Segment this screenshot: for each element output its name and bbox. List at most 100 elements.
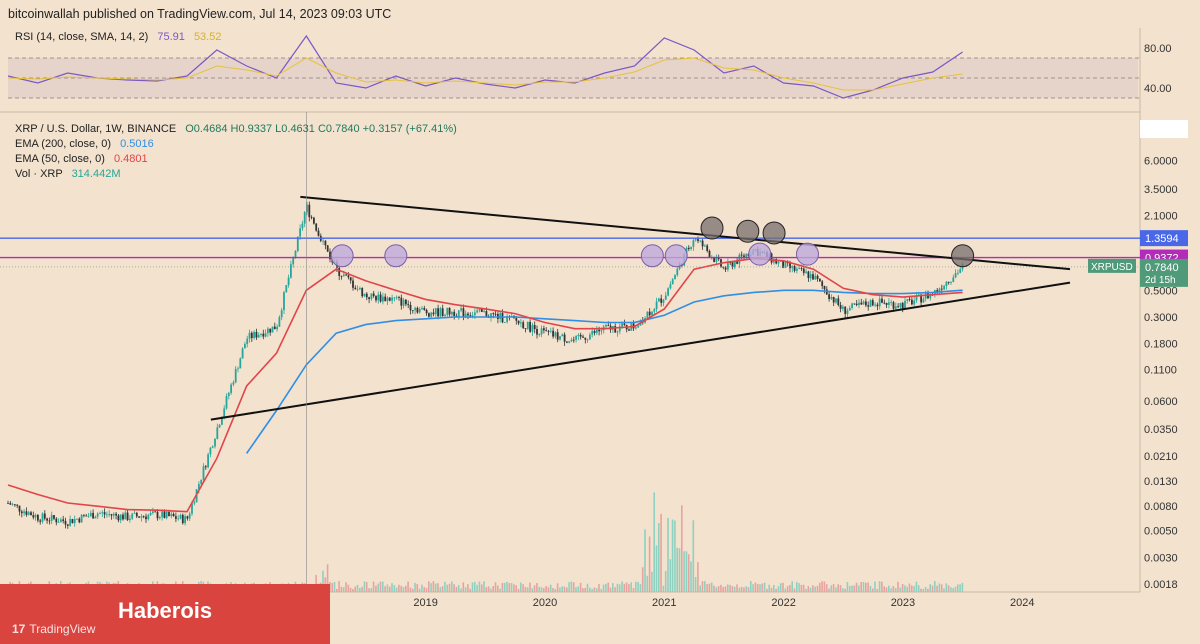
candle-body <box>349 277 352 281</box>
candle-body <box>579 335 582 337</box>
candle-body <box>64 520 67 525</box>
candle-body <box>547 330 550 332</box>
candle-body <box>271 326 274 333</box>
candle-body <box>563 334 566 342</box>
volume-bar <box>469 588 471 592</box>
volume-bar <box>618 584 621 592</box>
candle-body <box>78 518 81 523</box>
volume-bar <box>460 588 462 592</box>
price-tick-label: 0.0018 <box>1144 579 1178 591</box>
candle-body <box>835 298 837 303</box>
volume-bar <box>743 587 745 592</box>
volume-bar <box>533 585 536 592</box>
candle-body <box>460 308 462 311</box>
candle-body <box>239 358 242 369</box>
candle-body <box>471 315 474 317</box>
volume-bar <box>917 585 920 592</box>
price-tick-label: 0.0210 <box>1144 451 1178 463</box>
resistance-price-tag: 1.3594 <box>1145 233 1179 245</box>
candle-body <box>94 516 97 519</box>
candle-body <box>66 524 69 526</box>
volume-bar <box>342 587 345 592</box>
candle-body <box>237 368 239 370</box>
volume-bar <box>860 582 862 592</box>
candle-body <box>740 254 743 256</box>
price-tick-label: 0.0050 <box>1144 526 1178 538</box>
volume-bar <box>851 585 853 592</box>
volume-bar <box>428 581 430 592</box>
volume-bar <box>897 581 899 592</box>
candle-body <box>356 289 359 290</box>
candle-body <box>46 518 48 521</box>
candle-body <box>188 513 191 519</box>
candle-body <box>255 331 258 338</box>
volume-value: 314.442M <box>71 168 121 180</box>
volume-bar <box>775 588 777 592</box>
volume-bar <box>766 588 768 592</box>
candle-body <box>301 223 304 229</box>
volume-bar <box>876 588 879 592</box>
volume-bar <box>637 582 639 592</box>
candle-body <box>699 240 702 242</box>
volume-bar <box>761 583 764 592</box>
candle-body <box>658 298 660 302</box>
volume-bar <box>315 574 317 592</box>
candle-body <box>600 330 603 332</box>
candle-body <box>814 275 817 280</box>
price-tick-label: 2.1000 <box>1144 210 1178 222</box>
volume-bar <box>326 564 329 592</box>
candle-body <box>881 298 883 303</box>
candle-body <box>784 262 787 268</box>
candle-body <box>292 257 295 265</box>
volume-bar <box>492 586 494 592</box>
candle-body <box>414 307 416 311</box>
candle-body <box>322 240 324 242</box>
candle-body <box>41 513 44 522</box>
candle-body <box>478 308 481 311</box>
candle-body <box>524 328 527 330</box>
candle-body <box>175 516 177 519</box>
ema50-value: 0.4801 <box>113 153 148 165</box>
candle-body <box>250 332 253 339</box>
ema50-line <box>7 257 963 513</box>
candle-body <box>119 514 122 521</box>
volume-bar <box>853 585 856 592</box>
candle-body <box>303 212 306 224</box>
volume-bar <box>874 581 876 592</box>
volume-bar <box>878 581 881 592</box>
volume-bar <box>393 584 396 592</box>
volume-bar <box>352 588 354 592</box>
candle-body <box>55 518 58 523</box>
volume-bar <box>614 587 616 592</box>
candle-body <box>929 293 932 299</box>
candle-body <box>379 294 382 302</box>
candle-body <box>30 512 32 516</box>
candle-body <box>743 255 745 257</box>
candle-body <box>556 332 559 340</box>
volume-bar <box>660 513 662 592</box>
candle-body <box>363 293 366 297</box>
candle-body <box>345 274 347 276</box>
candle-body <box>110 514 113 516</box>
candle-body <box>39 520 42 522</box>
candle-body <box>869 300 872 307</box>
candle-body <box>142 516 145 518</box>
candle-body <box>421 308 423 310</box>
volume-bar <box>531 588 534 592</box>
candle-body <box>545 330 548 332</box>
candle-body <box>727 262 729 270</box>
volume-bar <box>952 588 954 592</box>
candle-body <box>950 281 952 283</box>
candle-body <box>20 511 23 514</box>
volume-bar <box>798 583 800 592</box>
volume-bar <box>444 581 446 592</box>
candle-body <box>701 240 704 247</box>
candle-body <box>938 288 941 292</box>
volume-bar <box>538 586 540 592</box>
volume-bar <box>701 581 704 592</box>
volume-bar <box>777 586 780 592</box>
candle-body <box>842 306 844 309</box>
time-tick-label: 2024 <box>1010 597 1034 609</box>
candle-body <box>149 513 152 515</box>
